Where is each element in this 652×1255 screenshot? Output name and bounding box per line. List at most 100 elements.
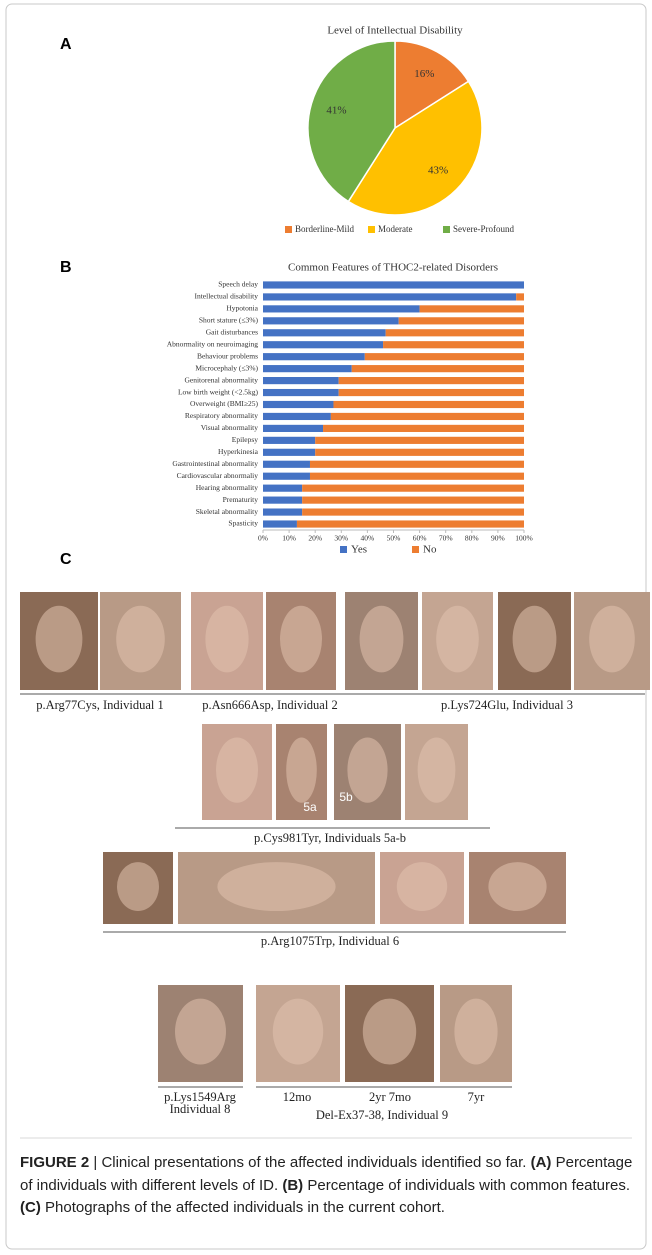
bar-segment — [263, 460, 310, 468]
x-tick-label: 80% — [465, 534, 479, 543]
bar-segment — [302, 484, 524, 492]
x-tick-label: 10% — [282, 534, 296, 543]
chart-title: Level of Intellectual Disability — [327, 25, 463, 37]
photo-subject — [35, 605, 83, 673]
bar-segment — [263, 281, 524, 289]
bar-segment — [309, 460, 524, 468]
caption-label: (C) — [20, 1199, 41, 1216]
x-tick-label: 70% — [439, 534, 453, 543]
bar-segment — [263, 496, 303, 504]
photo-subject — [217, 862, 336, 912]
bar-segment — [263, 448, 316, 456]
y-tick-label: Prematurity — [223, 495, 259, 504]
legend-swatch — [443, 226, 450, 233]
legend-swatch — [412, 546, 419, 553]
photo-subject — [359, 605, 404, 673]
bar-segment — [330, 412, 524, 421]
photo-caption: p.Arg77Cys, Individual 1 — [36, 698, 164, 712]
photo-subject — [286, 737, 317, 803]
photo-subject — [396, 862, 448, 912]
figure-number: FIGURE 2 — [20, 1154, 90, 1171]
bar-segment — [263, 520, 297, 528]
bar-segment — [263, 484, 303, 492]
y-tick-label: Cardiovascular abnormaliy — [177, 471, 259, 480]
photo-subject — [117, 862, 159, 912]
age-label: 12mo — [283, 1090, 311, 1104]
legend-label: Borderline-Mild — [295, 224, 354, 234]
bar-segment — [263, 377, 339, 385]
y-tick-label: Gastrointestinal abnormality — [172, 459, 258, 468]
photo-subject — [454, 998, 498, 1065]
chart-title: Common Features of THOC2-related Disorde… — [288, 262, 498, 274]
photo-subject — [347, 737, 388, 803]
bar-segment — [263, 365, 352, 373]
bar-segment — [263, 305, 420, 313]
x-tick-label: 0% — [258, 534, 268, 543]
photo-subject — [116, 605, 165, 673]
photo-caption: p.Cys981Tyr, Individuals 5a-b — [254, 831, 406, 845]
photo-caption: p.Asn666Asp, Individual 2 — [202, 698, 337, 712]
y-tick-label: Intellectual disability — [194, 292, 258, 301]
bar-segment — [315, 436, 524, 444]
data-label: 43% — [428, 165, 448, 177]
photo-subject — [205, 605, 249, 673]
figure-caption: FIGURE 2 | Clinical presentations of the… — [20, 1152, 638, 1220]
bar-segment — [338, 377, 524, 385]
bar-segment — [338, 388, 524, 397]
bar-segment — [263, 329, 386, 337]
x-tick-label: 40% — [361, 534, 375, 543]
x-tick-label: 50% — [387, 534, 401, 543]
y-tick-label: Spasticity — [228, 519, 258, 528]
photo-sublabel: 5b — [339, 790, 353, 804]
y-tick-label: Microcephaly (≤3%) — [195, 363, 258, 372]
panel-label: B — [60, 259, 72, 276]
bar-segment — [516, 293, 524, 301]
bar-segment — [263, 341, 384, 349]
photo-caption: Individual 8 — [170, 1102, 231, 1116]
photo-subject — [589, 605, 635, 673]
photo-sublabel: 5a — [303, 800, 317, 814]
panel-label: A — [60, 36, 72, 53]
photo-subject — [280, 605, 322, 673]
photo-caption: p.Lys1549Arg — [164, 1090, 236, 1104]
y-tick-label: Respiratory abnormality — [185, 411, 258, 420]
caption-label: (A) — [530, 1154, 552, 1171]
photo-caption: Del-Ex37-38, Individual 9 — [316, 1108, 448, 1122]
bar-segment — [263, 317, 399, 325]
y-tick-label: Short stature (≤3%) — [199, 316, 259, 325]
bar-segment — [323, 424, 524, 432]
bar-segment — [263, 508, 303, 516]
bar-segment — [385, 329, 524, 337]
bar-segment — [263, 472, 310, 480]
photo-subject — [512, 605, 557, 673]
y-tick-label: Hyperkinesia — [218, 447, 259, 456]
bar-segment — [302, 508, 524, 516]
bar-segment — [263, 424, 324, 432]
y-tick-label: Hypotonia — [226, 304, 258, 313]
bar-segment — [398, 317, 524, 325]
caption-text: Percentage of individuals with common fe… — [307, 1176, 631, 1194]
bar-segment — [351, 365, 524, 373]
photo-subject — [362, 998, 417, 1065]
y-tick-label: Abnormality on neuroimaging — [167, 339, 258, 348]
bar-segment — [296, 520, 524, 528]
legend-swatch — [285, 226, 292, 233]
pie-slice — [307, 40, 396, 203]
photo-subject — [272, 998, 324, 1065]
y-tick-label: Behaviour problems — [197, 351, 258, 360]
bar-segment — [263, 388, 339, 397]
caption-separator: | — [93, 1154, 98, 1171]
age-label: 2yr 7mo — [369, 1090, 411, 1104]
legend-label: Yes — [351, 544, 367, 556]
bar-segment — [315, 448, 524, 456]
bar-segment — [263, 293, 517, 301]
bar-segment — [364, 353, 524, 361]
y-tick-label: Genitorenal abnormality — [184, 375, 258, 384]
legend-label: No — [423, 544, 437, 556]
pie-slice — [394, 40, 470, 130]
photo-subject — [216, 737, 258, 803]
caption-text: Clinical presentations of the affected i… — [101, 1154, 527, 1171]
y-tick-label: Epilepsy — [232, 435, 258, 444]
bar-segment — [302, 496, 524, 504]
